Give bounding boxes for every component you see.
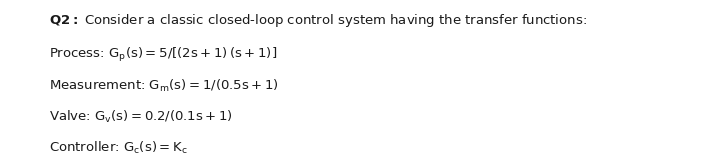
Text: Controller: $\mathrm{G_c(s) = K_c}$: Controller: $\mathrm{G_c(s) = K_c}$ (49, 139, 188, 156)
Text: Measurement: $\mathrm{G_m(s) = 1/(0.5s + 1)}$: Measurement: $\mathrm{G_m(s) = 1/(0.5s +… (49, 78, 279, 95)
Text: $\mathbf{Q2:}$ Consider a classic closed-loop control system having the transfer: $\mathbf{Q2:}$ Consider a classic closed… (49, 12, 587, 29)
Text: Process: $\mathrm{G_p(s) = 5/[(2s + 1)\,(s + 1)]}$: Process: $\mathrm{G_p(s) = 5/[(2s + 1)\,… (49, 46, 277, 64)
Text: Valve: $\mathrm{G_v(s) = 0.2/(0.1s + 1)}$: Valve: $\mathrm{G_v(s) = 0.2/(0.1s + 1)}… (49, 109, 233, 125)
